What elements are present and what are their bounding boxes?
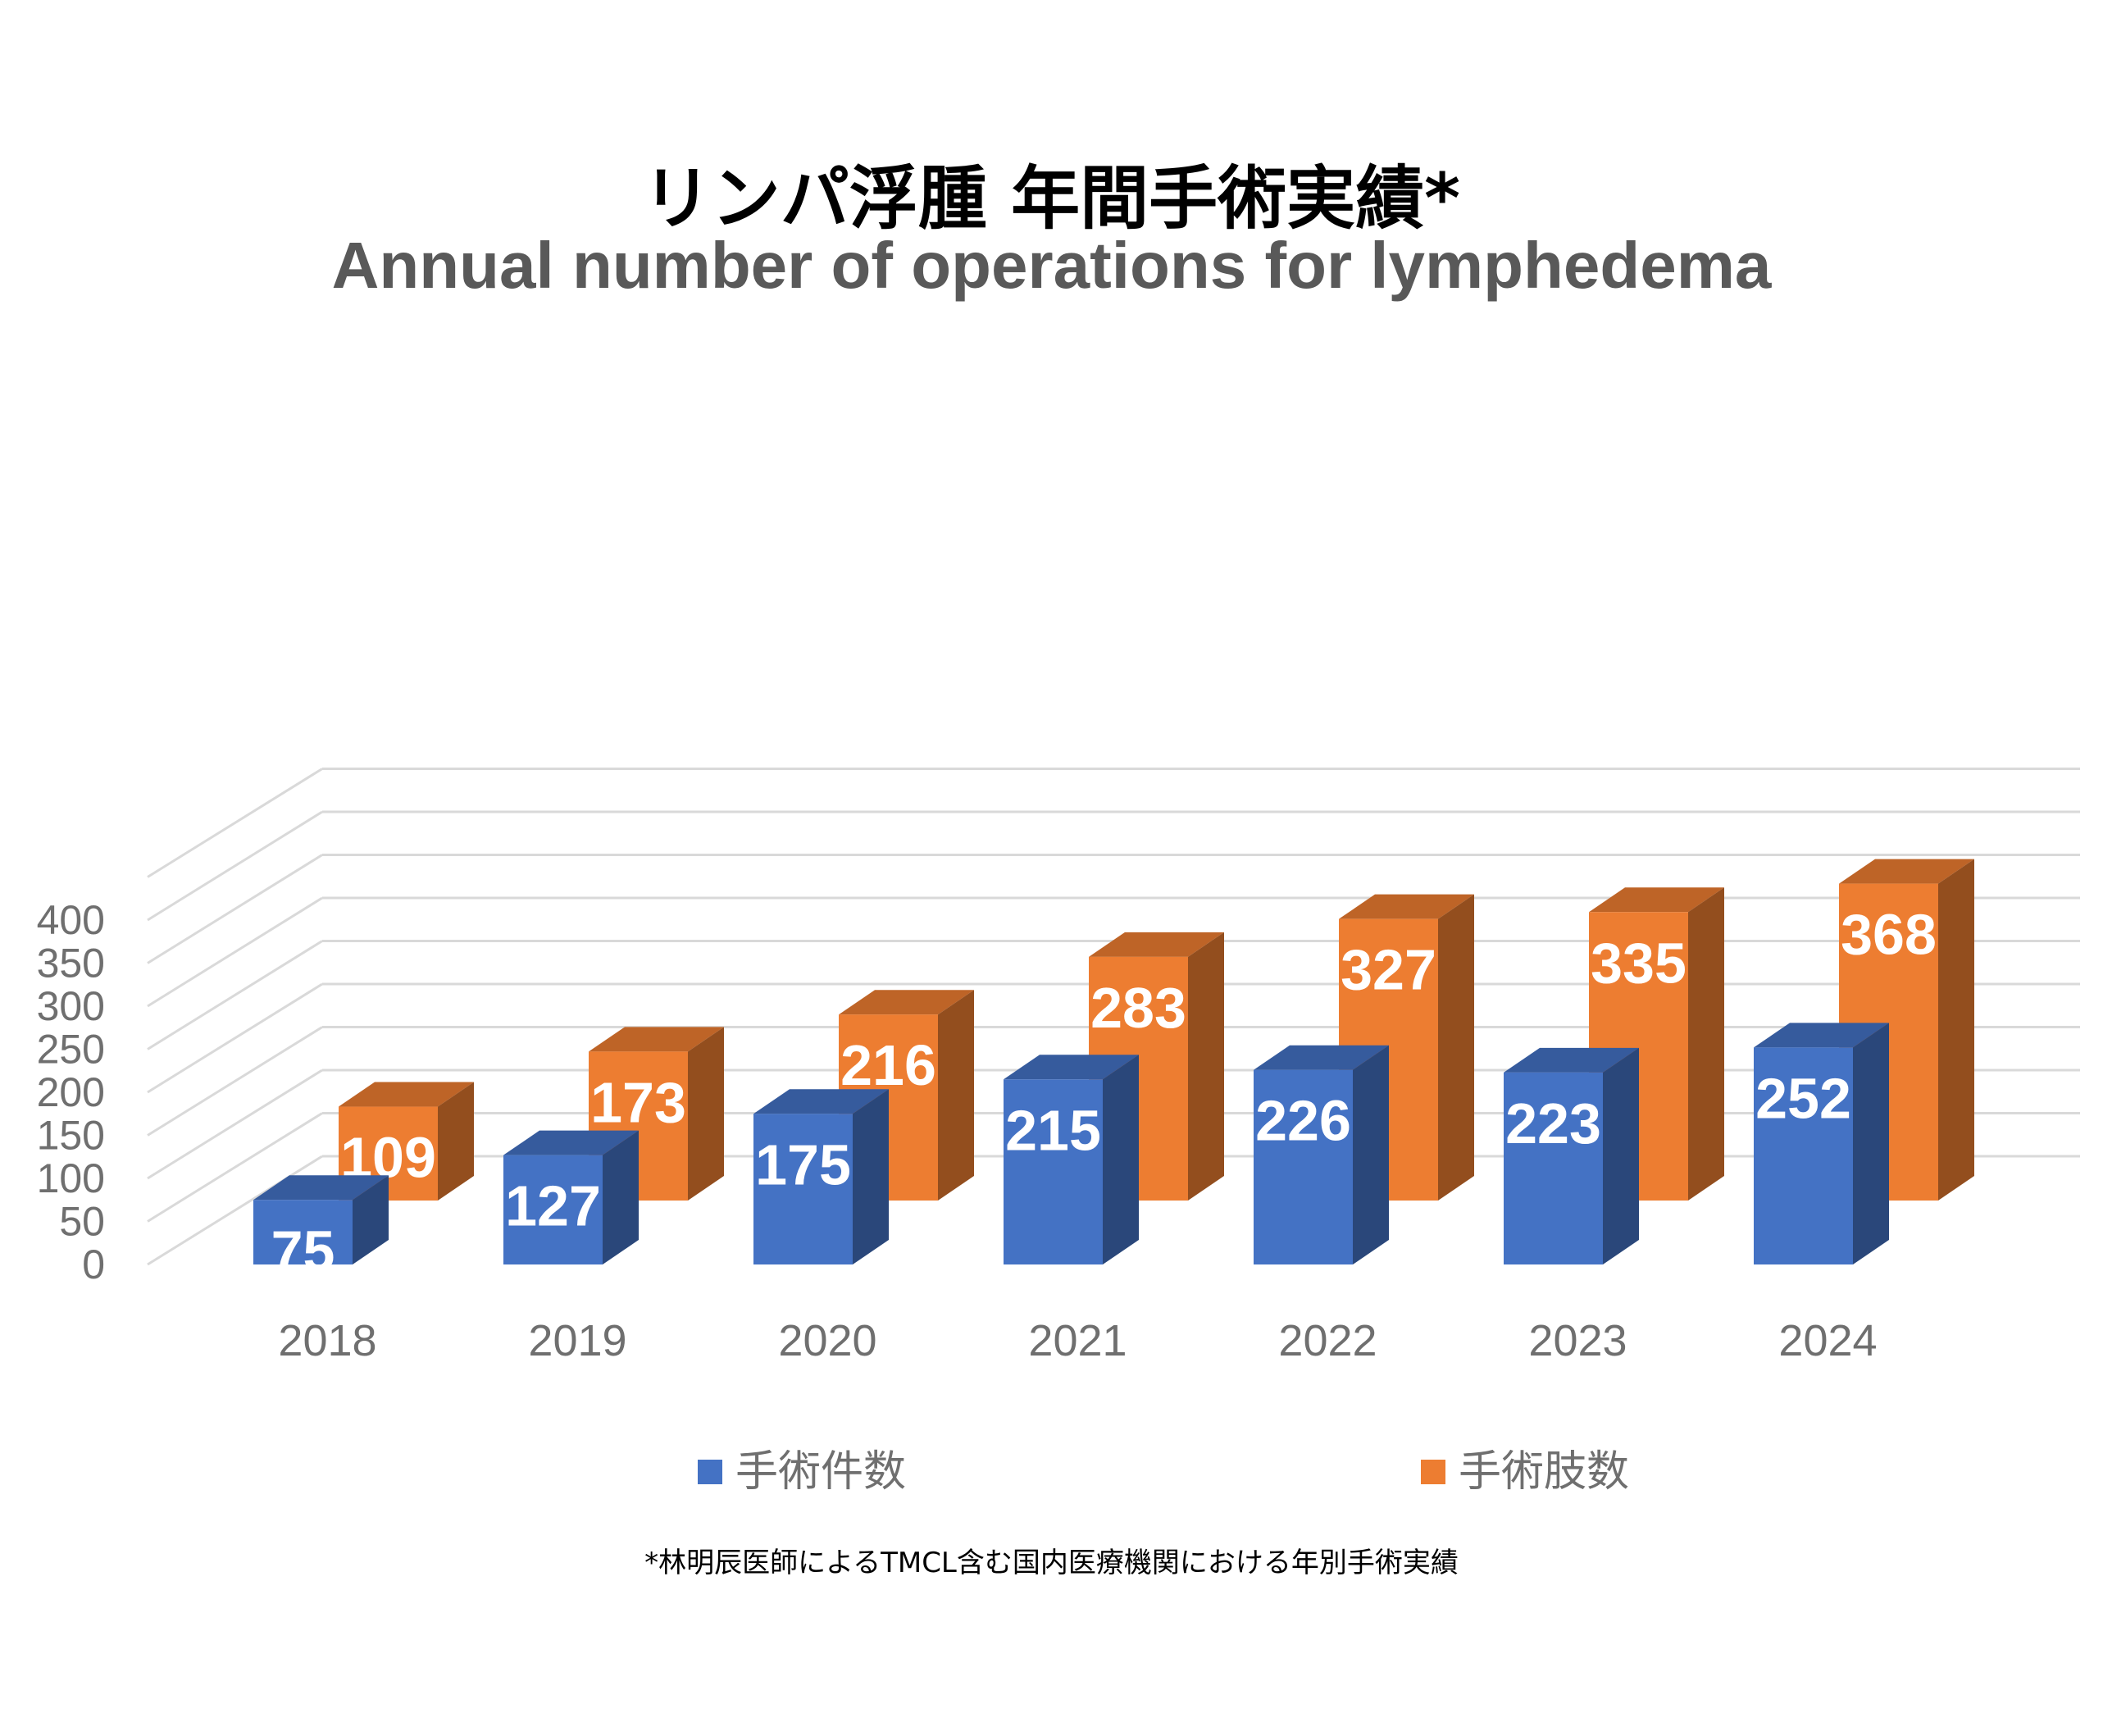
data-label: 175: [755, 1132, 851, 1196]
chart-subtitle: Annual number of operations for lymphede…: [331, 229, 1772, 302]
chart-title: リンパ浮腫 年間手術実績*: [642, 158, 1461, 239]
x-axis: 2018 2019 2020 2021 2022 2023 2024: [278, 1316, 1877, 1365]
bar-top-face: [839, 990, 974, 1015]
x-tick-label: 2021: [1028, 1316, 1127, 1365]
y-tick-label: 0: [82, 1242, 105, 1287]
legend-label: 手術件数: [735, 1447, 906, 1497]
gridline-diagonal: [147, 1155, 323, 1266]
bar-front: 175: [753, 1089, 889, 1264]
gridline-diagonal: [147, 1068, 323, 1180]
bar-top-face: [1339, 894, 1474, 919]
y-tick-label: 150: [37, 1113, 105, 1159]
gridline-diagonal: [147, 810, 323, 922]
data-label: 335: [1591, 931, 1686, 995]
footnote: *林明辰医師によるTMCL含む国内医療機関における年別手術実績: [644, 1547, 1459, 1579]
bar-side-face: [1438, 894, 1474, 1201]
bar-side-face: [1103, 1055, 1139, 1264]
bar-top-face: [503, 1130, 639, 1155]
data-label: 283: [1090, 976, 1186, 1040]
gridline-diagonal: [147, 768, 323, 878]
bar-top-face: [1589, 887, 1724, 913]
bar-front: 127: [503, 1130, 639, 1264]
bar-side-face: [1938, 859, 1974, 1201]
legend-label: 手術肢数: [1459, 1447, 1629, 1497]
gridline-diagonal: [147, 896, 323, 1008]
bar-front: 252: [1754, 1023, 1889, 1264]
x-tick-label: 2023: [1528, 1316, 1627, 1365]
bar-top-face: [1839, 859, 1974, 884]
bar-side-face: [688, 1027, 724, 1201]
x-tick-label: 2022: [1278, 1316, 1377, 1365]
gridline-diagonal: [147, 1112, 323, 1223]
bar-front: 226: [1254, 1045, 1389, 1264]
data-label: 173: [590, 1070, 686, 1134]
bar: [1004, 1079, 1103, 1264]
data-label: 127: [505, 1174, 601, 1238]
y-tick-label: 100: [37, 1155, 105, 1201]
bar-side-face: [1603, 1047, 1639, 1264]
x-tick-label: 2019: [528, 1316, 626, 1365]
y-tick-label: 400: [37, 897, 105, 943]
bar-top-face: [753, 1089, 889, 1114]
bar-side-face: [938, 990, 974, 1201]
gridline-diagonal: [147, 854, 323, 964]
bar-top-face: [339, 1082, 474, 1107]
x-tick-label: 2024: [1778, 1316, 1877, 1365]
data-label: 75: [271, 1219, 335, 1283]
bar: [1254, 1069, 1353, 1264]
legend-swatch: [1421, 1460, 1445, 1484]
data-label: 327: [1341, 938, 1436, 1002]
bar-front: 223: [1504, 1047, 1639, 1264]
gridline-diagonal: [147, 982, 323, 1094]
data-label: 216: [840, 1033, 936, 1097]
bar-top-face: [1504, 1047, 1639, 1073]
bar-top-face: [1254, 1045, 1389, 1070]
bar-top-face: [1089, 932, 1224, 957]
legend-swatch: [698, 1460, 722, 1484]
data-label: 226: [1255, 1089, 1351, 1153]
bar-front: 75: [253, 1175, 389, 1283]
bar: [1504, 1072, 1603, 1264]
bar-top-face: [1754, 1023, 1889, 1048]
bar-side-face: [1853, 1023, 1889, 1264]
bar-side-face: [603, 1130, 639, 1264]
bar: [753, 1114, 853, 1264]
data-label: 215: [1005, 1098, 1101, 1162]
bar-side-face: [438, 1082, 474, 1201]
bar-top-face: [253, 1175, 389, 1201]
bar: [253, 1200, 353, 1264]
bar-top-face: [1004, 1055, 1139, 1080]
bar-side-face: [1353, 1045, 1389, 1264]
bar: [503, 1155, 603, 1264]
bar-side-face: [853, 1089, 889, 1264]
bar-top-face: [589, 1027, 724, 1052]
bar-side-face: [1688, 887, 1724, 1201]
bar: [1754, 1047, 1853, 1264]
y-tick-label: 200: [37, 1069, 105, 1115]
x-tick-label: 2018: [278, 1316, 376, 1365]
y-tick-label: 50: [59, 1199, 105, 1245]
legend: 手術件数 手術肢数: [698, 1447, 1629, 1497]
y-tick-label: 300: [37, 983, 105, 1029]
y-tick-label: 250: [37, 1027, 105, 1073]
bar-side-face: [353, 1175, 389, 1264]
bar-front: 215: [1004, 1055, 1139, 1264]
bar-side-face: [1188, 932, 1224, 1201]
data-label: 223: [1505, 1091, 1601, 1155]
x-tick-label: 2020: [778, 1316, 876, 1365]
y-tick-label: 350: [37, 941, 105, 986]
gridline-diagonal: [147, 1026, 323, 1137]
data-label: 252: [1755, 1066, 1851, 1130]
data-label: 368: [1841, 903, 1937, 967]
gridline-diagonal: [147, 940, 323, 1050]
